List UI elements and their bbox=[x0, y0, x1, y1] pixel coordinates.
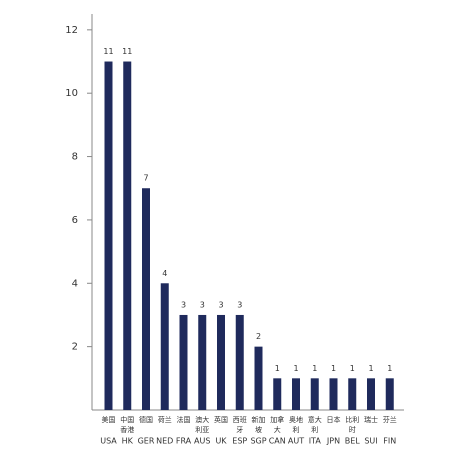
bar bbox=[160, 283, 169, 410]
x-tick-label-cn: 西班 bbox=[233, 415, 247, 424]
bar bbox=[104, 61, 113, 411]
value-label: 1 bbox=[387, 364, 392, 373]
x-tick-label: USA bbox=[100, 437, 117, 446]
bar bbox=[385, 378, 394, 410]
x-tick-label-cn: 德国 bbox=[139, 415, 153, 424]
x-tick-label: JPN bbox=[326, 437, 340, 446]
x-tick-label: UK bbox=[215, 437, 227, 446]
x-tick-label: AUS bbox=[194, 437, 210, 446]
x-tick-label: SGP bbox=[250, 437, 266, 446]
bar bbox=[292, 378, 300, 410]
value-label: 3 bbox=[237, 300, 242, 309]
y-tick-label: 6 bbox=[72, 215, 78, 226]
x-tick-label: CAN bbox=[269, 437, 286, 446]
x-tick-label-cn: 中国 bbox=[120, 415, 134, 424]
bar bbox=[179, 314, 188, 410]
x-tick-label: ESP bbox=[232, 437, 247, 446]
bar bbox=[310, 378, 319, 410]
x-tick-label: SUI bbox=[364, 437, 377, 446]
x-tick-label-cn: 瑞士 bbox=[364, 415, 378, 424]
value-label: 1 bbox=[350, 364, 355, 373]
x-tick-label-cn: 坡 bbox=[255, 425, 262, 434]
value-label: 7 bbox=[143, 174, 148, 183]
value-label: 1 bbox=[368, 364, 373, 373]
x-tick-label-cn: 法国 bbox=[177, 415, 191, 424]
x-tick-label-cn: 加拿 bbox=[270, 415, 284, 424]
x-tick-label-cn: 利 bbox=[293, 425, 300, 434]
x-tick-label-cn: 意大 bbox=[308, 415, 322, 424]
value-label: 11 bbox=[122, 47, 132, 56]
bar bbox=[123, 61, 132, 411]
x-tick-label: GER bbox=[138, 437, 155, 446]
bar bbox=[254, 346, 263, 410]
value-label: 1 bbox=[312, 364, 317, 373]
x-tick-label-cn: 美国 bbox=[102, 415, 116, 424]
x-tick-label: FRA bbox=[176, 437, 192, 446]
x-tick-label-cn: 时 bbox=[349, 425, 356, 434]
x-tick-label-cn: 英国 bbox=[214, 415, 228, 424]
x-tick-label: ITA bbox=[309, 437, 322, 446]
x-tick-label-cn: 牙 bbox=[236, 426, 243, 434]
x-tick-label-cn: 香港 bbox=[120, 425, 134, 434]
bar bbox=[198, 314, 207, 410]
x-tick-label-cn: 澳大 bbox=[195, 415, 209, 424]
x-tick-label-cn: 日本 bbox=[327, 415, 341, 424]
y-tick-label: 4 bbox=[72, 278, 78, 289]
x-tick-label-cn: 利亚 bbox=[195, 425, 209, 434]
bar bbox=[235, 314, 244, 410]
x-tick-label: FIN bbox=[383, 437, 396, 446]
value-label: 1 bbox=[293, 364, 298, 373]
x-tick-label: AUT bbox=[288, 437, 304, 446]
y-tick-label: 12 bbox=[65, 25, 78, 36]
bar bbox=[273, 378, 282, 410]
value-label: 3 bbox=[200, 300, 205, 309]
bar bbox=[142, 188, 150, 410]
x-tick-label: HK bbox=[122, 437, 134, 446]
value-label: 4 bbox=[162, 269, 167, 278]
x-tick-label-cn: 奥地 bbox=[289, 415, 303, 424]
x-tick-label: NED bbox=[156, 437, 173, 446]
value-label: 3 bbox=[181, 300, 186, 309]
x-tick-label-cn: 芬兰 bbox=[383, 415, 397, 424]
value-label: 3 bbox=[218, 300, 223, 309]
bar bbox=[217, 314, 225, 410]
x-tick-label-cn: 新加 bbox=[252, 415, 266, 424]
y-tick-label: 8 bbox=[72, 152, 78, 163]
x-tick-label-cn: 比利 bbox=[345, 415, 359, 424]
bar bbox=[348, 378, 357, 410]
x-tick-label-cn: 利 bbox=[311, 425, 318, 434]
x-tick-label-cn: 大 bbox=[274, 425, 281, 434]
x-tick-label-cn: 荷兰 bbox=[158, 415, 172, 424]
bar bbox=[329, 378, 338, 410]
bar bbox=[367, 378, 375, 410]
y-tick-label: 2 bbox=[72, 342, 78, 353]
y-tick-label: 10 bbox=[65, 88, 78, 99]
value-label: 2 bbox=[256, 332, 261, 341]
x-tick-label: BEL bbox=[345, 437, 361, 446]
value-label: 1 bbox=[331, 364, 336, 373]
value-label: 11 bbox=[103, 47, 113, 56]
value-label: 1 bbox=[275, 364, 280, 373]
